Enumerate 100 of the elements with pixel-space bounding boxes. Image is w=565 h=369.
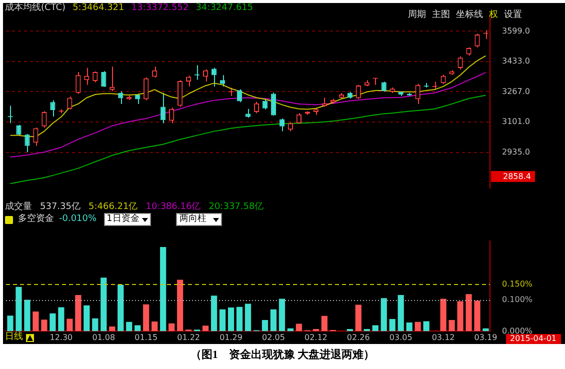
candlestick — [152, 66, 158, 78]
candlestick — [440, 74, 446, 84]
bar — [228, 308, 234, 332]
candlestick — [381, 81, 386, 92]
bar — [236, 306, 243, 332]
y-tick-label: 0.150% — [502, 280, 533, 289]
x-tick-label: 03.19 — [474, 333, 498, 342]
bar — [75, 295, 82, 332]
bar — [92, 318, 98, 332]
candlestick — [220, 74, 226, 87]
candlestick — [236, 88, 242, 103]
bar — [270, 309, 277, 332]
text: 日线 — [5, 332, 23, 343]
bar — [372, 325, 378, 332]
bar — [134, 325, 141, 332]
bar — [457, 301, 464, 332]
x-tick-label: 03.12 — [432, 333, 455, 342]
bar — [389, 319, 396, 332]
text: 20:337.58亿 — [208, 202, 264, 213]
candlestick — [415, 83, 420, 104]
text: 13:3372.552 — [131, 3, 189, 14]
annotation: 周期 — [408, 10, 426, 21]
y-tick-label: 3433.0 — [502, 56, 530, 66]
text: 设置 — [504, 10, 522, 21]
text: 537.35亿 — [40, 202, 80, 213]
candlestick — [50, 100, 56, 118]
bar — [244, 304, 252, 332]
bar — [355, 304, 362, 332]
bar — [168, 323, 175, 332]
bar — [219, 309, 226, 332]
bar — [474, 300, 480, 332]
bar — [126, 322, 132, 332]
annotation: 权 — [489, 10, 498, 21]
bar — [448, 320, 455, 332]
candlestick — [202, 68, 208, 82]
bar — [398, 295, 404, 332]
bar — [482, 328, 489, 332]
bar — [16, 286, 22, 332]
x-tick-label: 01.08 — [92, 333, 116, 342]
x-tick-label: 01.22 — [177, 333, 200, 342]
bar — [66, 318, 73, 332]
bar — [202, 326, 209, 332]
text: 5:466.21亿 — [88, 202, 138, 213]
candlestick — [160, 92, 166, 124]
bar — [414, 322, 421, 332]
candlestick — [296, 112, 302, 125]
y-tick-label: 0.000% — [502, 326, 533, 336]
bar — [7, 316, 14, 332]
bar — [160, 247, 166, 332]
text: -0.010% — [59, 214, 97, 225]
annotation: 坐标线 — [456, 10, 483, 21]
x-tick-label: 02.26 — [346, 333, 370, 342]
x-tick-label: 02.12 — [304, 333, 328, 342]
candlestick — [92, 71, 98, 83]
bar — [177, 280, 184, 332]
y-tick-label: 3267.0 — [502, 86, 530, 96]
candlestick — [270, 92, 276, 116]
bar — [143, 304, 150, 332]
bar — [118, 284, 124, 332]
bar — [152, 322, 158, 332]
x-tick-label: 01.29 — [220, 333, 242, 342]
candlestick — [101, 70, 106, 88]
bar — [406, 322, 412, 332]
text: 两向柱 — [179, 214, 206, 225]
bar — [109, 326, 116, 332]
bar — [100, 278, 107, 332]
y-tick-label: 0.100% — [502, 295, 533, 304]
text: 2858.4 — [491, 171, 535, 182]
text: 34:3247.615 — [196, 3, 254, 14]
bar — [423, 321, 430, 332]
annotation: 主图 — [432, 10, 450, 21]
candlestick — [76, 72, 81, 94]
text: 1日资金 — [106, 214, 140, 225]
candlestick — [16, 124, 22, 136]
bar — [32, 312, 39, 332]
bar — [84, 305, 90, 332]
candlestick — [144, 77, 149, 101]
bar — [380, 298, 387, 332]
candlestick — [169, 107, 174, 124]
text: 成交量 — [5, 202, 32, 213]
chart-title: 多空资金 — [18, 214, 54, 225]
bar — [296, 324, 302, 332]
bar — [24, 300, 30, 332]
text: 2015-04-01 — [506, 334, 560, 344]
x-tick-label: 03.05 — [389, 333, 412, 342]
candlestick — [356, 84, 361, 100]
bar — [440, 298, 446, 332]
x-tick-label: 01.15 — [134, 333, 158, 342]
y-tick-label: 3101.0 — [502, 117, 530, 126]
y-tick-label: 2935.0 — [502, 147, 530, 156]
bar — [41, 320, 48, 332]
bar — [466, 294, 472, 332]
candlestick — [178, 80, 183, 108]
bar — [50, 313, 56, 332]
bar — [278, 298, 286, 332]
candlestick — [458, 56, 463, 70]
candlestick — [67, 96, 72, 110]
candlestick — [279, 118, 285, 132]
text: 10:386.16亿 — [146, 202, 201, 213]
x-tick-label: 12.30 — [50, 333, 73, 342]
